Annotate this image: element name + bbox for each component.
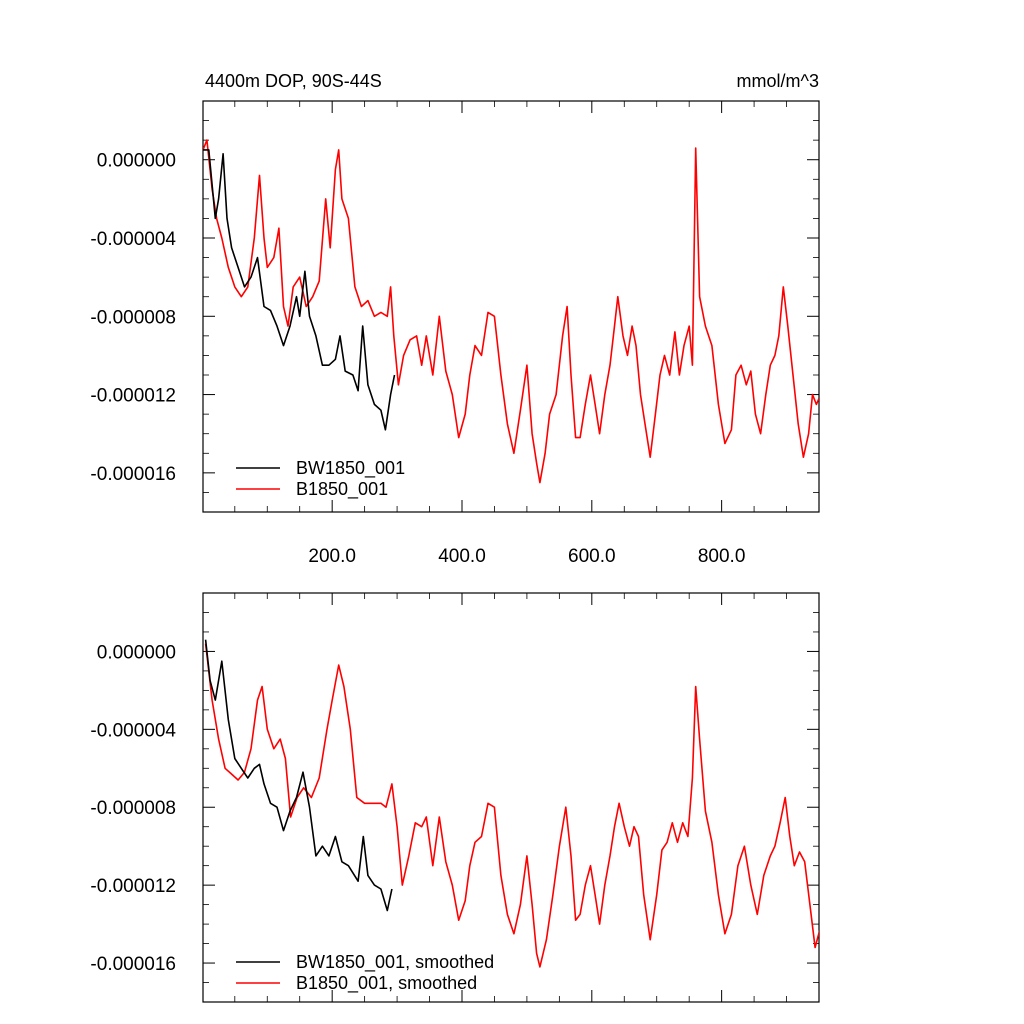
- y-tick-label: -0.000016: [90, 954, 176, 975]
- units-label: mmol/m^3: [737, 71, 819, 91]
- bottom-panel: 0.000000 -0.000004 -0.000008 -0.000012 -0.00…: [90, 592, 820, 1003]
- top-panel: 0.000000 -0.000004 -0.000008 -0.000012 -0.00…: [90, 100, 820, 567]
- panel-title: 4400m DOP, 90S-44S: [205, 71, 382, 91]
- plot-frame: [202, 100, 820, 513]
- y-tick-label: -0.000004: [90, 229, 176, 250]
- y-tick-label: -0.000012: [90, 876, 176, 897]
- legend-label: B1850_001, smoothed: [296, 973, 477, 994]
- series-line-bw1850-001-smoothed: [204, 639, 393, 912]
- series-line-bw1850-001: [203, 149, 396, 431]
- plot-frame: [202, 592, 820, 1003]
- series-line-b1850-001-smoothed: [204, 643, 819, 968]
- y-tick-label: -0.000016: [90, 464, 176, 485]
- y-tick-label: -0.000004: [90, 720, 176, 741]
- x-tick-label: 200.0: [308, 546, 356, 567]
- y-tick-label: -0.000008: [90, 798, 176, 819]
- x-tick-label: 800.0: [698, 546, 746, 567]
- legend-label: BW1850_001: [296, 458, 405, 479]
- y-tick-label: 0.000000: [97, 642, 176, 663]
- y-tick-label: -0.000012: [90, 386, 176, 407]
- x-tick-label: 400.0: [438, 546, 486, 567]
- x-tick-label: 600.0: [568, 546, 616, 567]
- series-line-b1850-001: [203, 139, 819, 484]
- legend-label: BW1850_001, smoothed: [296, 952, 494, 973]
- legend-label: B1850_001: [296, 479, 388, 500]
- y-tick-label: 0.000000: [97, 151, 176, 172]
- y-tick-label: -0.000008: [90, 307, 176, 328]
